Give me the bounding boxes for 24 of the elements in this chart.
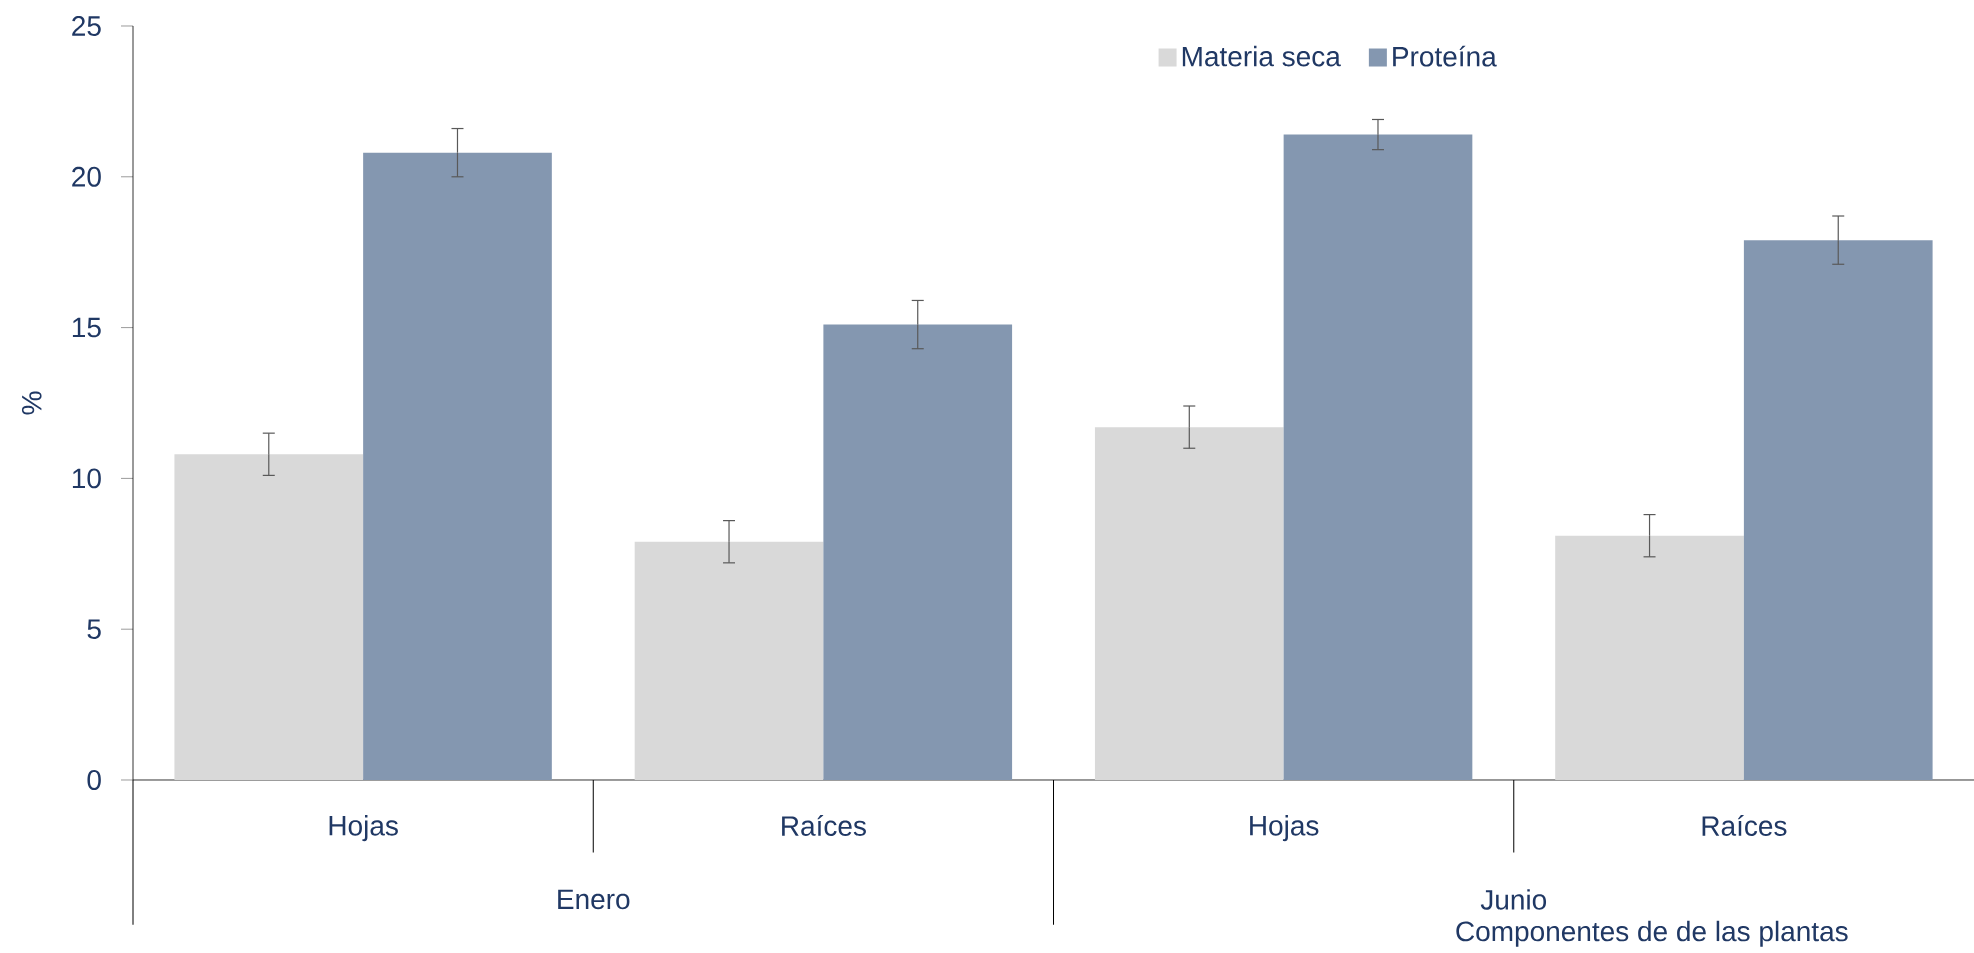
x-tick-label: Raíces xyxy=(1702,815,1787,836)
y-tick-label: 10 xyxy=(72,468,101,489)
text: Enero xyxy=(558,889,630,910)
text: Junio xyxy=(1480,889,1547,910)
bar xyxy=(634,541,824,780)
legend-label: Proteína xyxy=(1393,45,1497,67)
y-tick-label: 15 xyxy=(72,317,101,338)
y-tick-label: 20 xyxy=(72,166,101,187)
bar xyxy=(1555,535,1744,780)
bar xyxy=(1283,134,1473,780)
bar xyxy=(363,152,552,780)
legend-label: Materia seca xyxy=(1182,45,1341,67)
x-tick-label: Hojas xyxy=(329,815,398,842)
bar xyxy=(1094,427,1284,780)
y-tick-label: 25 xyxy=(72,16,101,36)
bar xyxy=(823,324,1013,780)
x-axis-title: Componentes de de las plantas xyxy=(1456,920,1848,947)
x-tick-label: Hojas xyxy=(1250,815,1319,842)
y-tick-label: 5 xyxy=(87,619,101,639)
bar xyxy=(174,454,364,780)
bar xyxy=(1743,240,1933,780)
y-axis-title: % xyxy=(21,391,42,415)
x-tick-label: Raíces xyxy=(782,815,866,836)
y-tick-label: 0 xyxy=(87,770,101,790)
